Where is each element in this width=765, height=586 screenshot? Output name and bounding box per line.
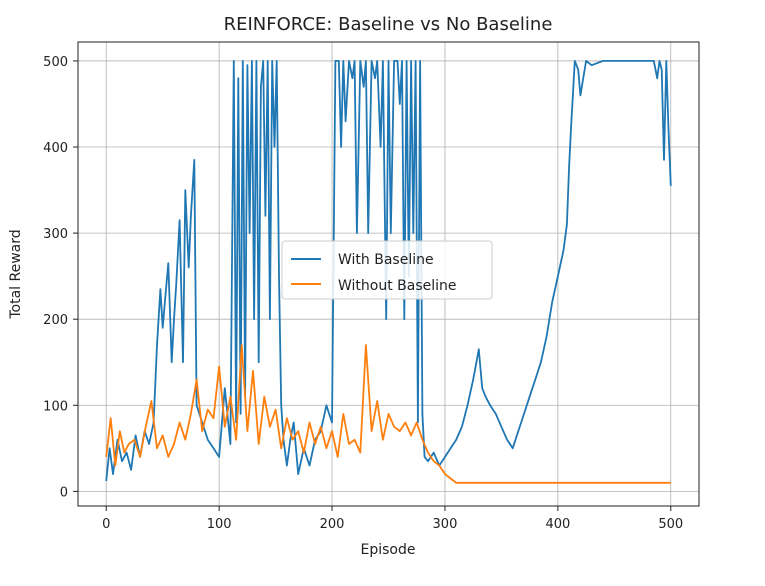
x-tick-label: 100: [207, 517, 232, 532]
x-tick-label: 0: [102, 517, 110, 532]
x-tick-label: 300: [433, 517, 458, 532]
legend: With Baseline Without Baseline: [281, 240, 493, 300]
y-tick-label: 0: [60, 485, 68, 500]
series-line-with-baseline: [105, 60, 672, 482]
y-tick-label: 500: [43, 55, 68, 70]
legend-label-without-baseline: Without Baseline: [338, 278, 457, 294]
x-axis-label: Episode: [361, 542, 416, 558]
x-tick-label: 500: [658, 517, 683, 532]
x-tick-label: 200: [320, 517, 345, 532]
y-axis-label: Total Reward: [8, 229, 24, 319]
plot-area: [77, 41, 700, 507]
y-tick-label: 300: [43, 227, 68, 242]
y-axis: 0 100 200 300 400 500: [43, 55, 78, 500]
series-line-without-baseline: [105, 344, 671, 484]
legend-label-with-baseline: With Baseline: [338, 252, 434, 268]
chart-title: REINFORCE: Baseline vs No Baseline: [224, 14, 553, 35]
y-tick-label: 400: [43, 141, 68, 156]
y-tick-label: 100: [43, 399, 68, 414]
x-tick-label: 400: [545, 517, 570, 532]
y-tick-label: 200: [43, 313, 68, 328]
legend-box: [281, 240, 493, 300]
series-layer: [105, 60, 672, 484]
x-axis: 0 100 200 300 400 500: [102, 506, 683, 532]
